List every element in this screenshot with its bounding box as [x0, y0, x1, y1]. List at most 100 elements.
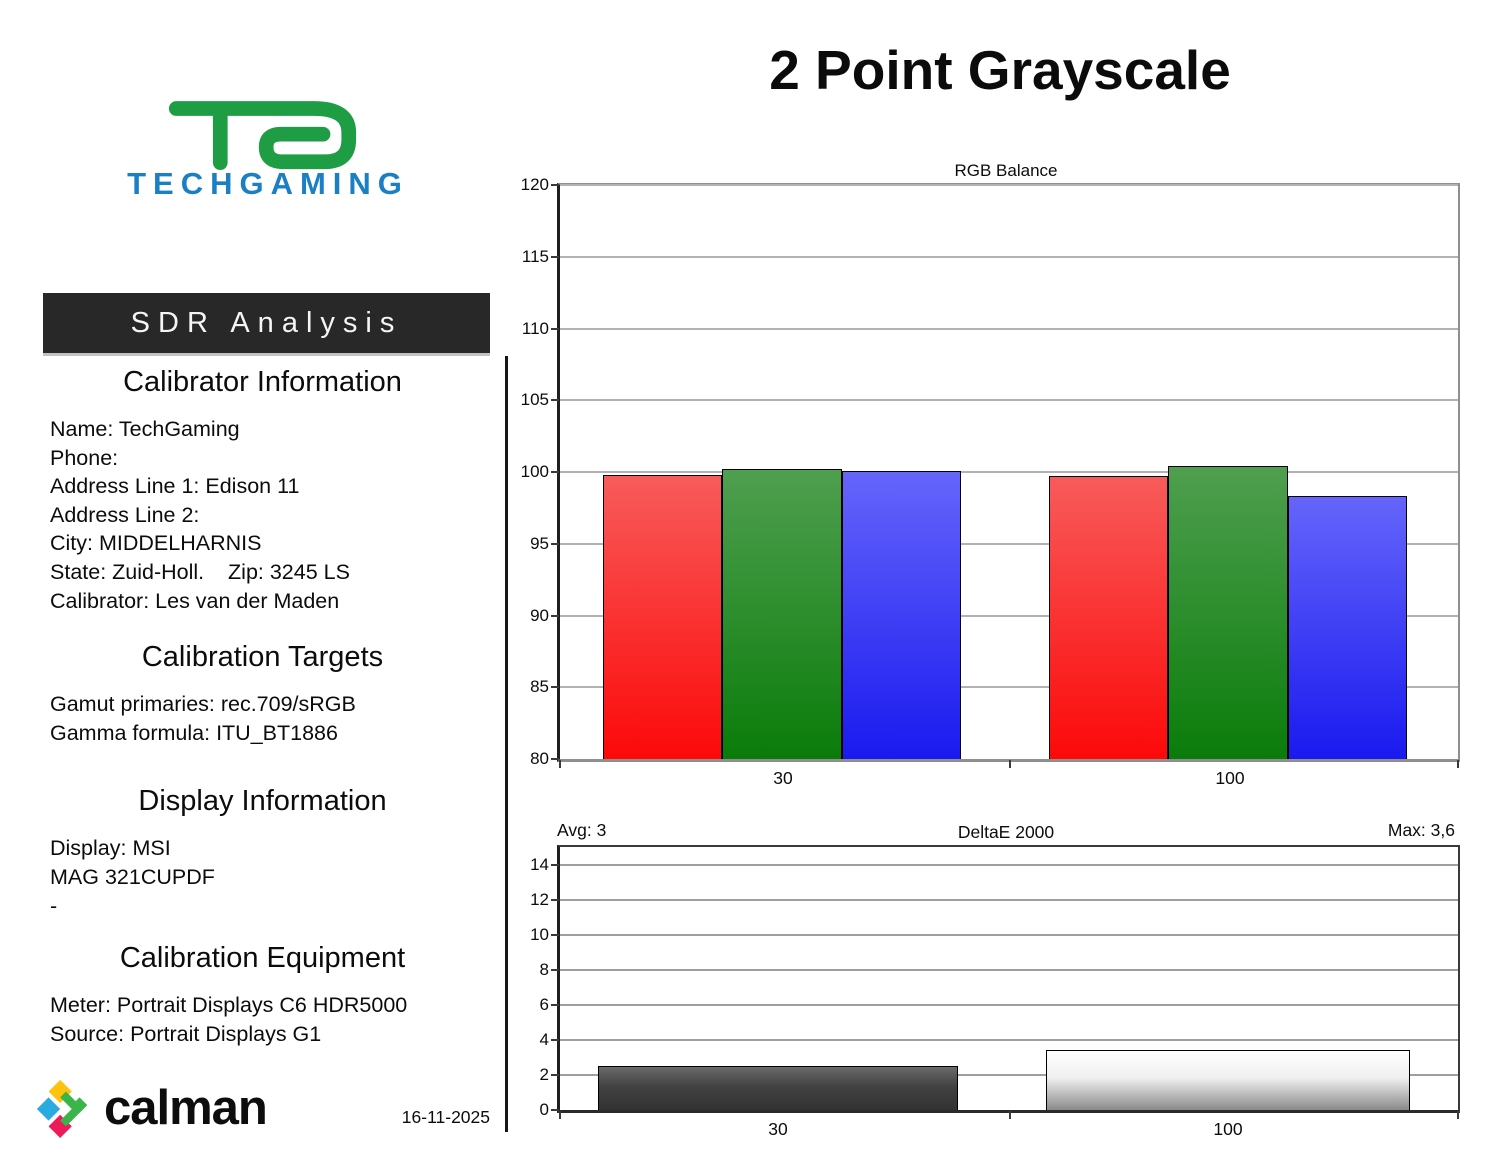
- techgaming-logo-icon: [168, 101, 357, 170]
- x-axis-category-label: 100: [1215, 768, 1245, 788]
- blue-bar-100: [1287, 496, 1407, 759]
- green-bar-30: [722, 469, 842, 759]
- info-line: Source: Portrait Displays G1: [50, 1021, 322, 1046]
- x-axis-tick: [559, 760, 561, 768]
- x-axis-tick: [1457, 760, 1459, 768]
- y-axis-tick-label: 90: [530, 605, 549, 625]
- info-line: State: Zuid-Holl. Zip: 3245 LS: [50, 559, 350, 584]
- y-axis-tick-label: 110: [521, 318, 549, 338]
- section-calibrator-information: Calibrator Information Name: TechGaming P…: [50, 366, 475, 615]
- y-axis-tick-label: 8: [539, 959, 549, 979]
- gridline: [560, 1073, 1458, 1076]
- info-line: Gamma formula: ITU_BT1886: [50, 720, 338, 745]
- y-axis-tick-label: 10: [530, 924, 549, 944]
- gridline: [560, 1038, 1458, 1041]
- y-axis-tick: [551, 1073, 559, 1076]
- section-calibration-targets: Calibration Targets Gamut primaries: rec…: [50, 641, 475, 747]
- section-lines: Name: TechGaming Phone: Address Line 1: Ed…: [50, 415, 475, 615]
- section-heading: Calibrator Information: [123, 366, 402, 398]
- y-axis-tick: [551, 471, 559, 473]
- gridline: [560, 968, 1458, 971]
- y-axis-tick: [551, 327, 559, 330]
- y-axis-tick-label: 105: [520, 390, 549, 410]
- gridline: [560, 863, 1458, 866]
- info-line: Display: MSI: [50, 836, 171, 861]
- y-axis-tick: [551, 758, 559, 760]
- info-line: Calibrator: Les van der Maden: [50, 588, 340, 613]
- y-axis-tick-label: 80: [530, 749, 549, 768]
- info-sections: Calibrator Information Name: TechGaming P…: [50, 366, 475, 1048]
- rgb-balance-chart-title: RGB Balance: [954, 161, 1058, 180]
- gridline: [560, 542, 1458, 545]
- sdr-analysis-label: SDR Analysis: [130, 306, 403, 339]
- page-title: 2 Point Grayscale: [769, 39, 1231, 101]
- blue-bar-30: [841, 471, 961, 759]
- x-axis-tick: [1008, 1111, 1011, 1119]
- info-line: Name: TechGaming: [50, 417, 240, 441]
- x-axis-category-label: 30: [768, 1119, 788, 1139]
- y-axis-tick: [551, 184, 559, 186]
- info-line: Gamut primaries: rec.709/sRGB: [50, 692, 356, 717]
- y-axis-tick: [551, 1109, 559, 1111]
- y-axis-tick-label: 14: [530, 854, 549, 874]
- gridline: [560, 686, 1458, 689]
- section-lines: Display: MSI MAG 321CUPDF -: [50, 834, 475, 920]
- y-axis-tick: [551, 898, 559, 901]
- y-axis-tick-label: 100: [520, 462, 549, 481]
- section-calibration-equipment: Calibration Equipment Meter: Portrait Di…: [50, 942, 475, 1048]
- info-line: -: [50, 893, 58, 918]
- red-bar-30: [603, 474, 723, 759]
- gridline: [560, 898, 1458, 901]
- deltae-max-label: Max: 3,6: [1387, 820, 1455, 840]
- sdr-analysis-banner: SDR Analysis: [43, 293, 490, 353]
- x-axis-tick: [1457, 1111, 1459, 1119]
- gridline: [560, 933, 1458, 936]
- info-line: City: MIDDELHARNIS: [50, 531, 262, 556]
- y-axis-tick: [551, 614, 559, 617]
- x-axis-tick: [559, 1111, 561, 1119]
- deltae-avg-label: Avg: 3: [557, 820, 607, 840]
- white-bar-100: [1046, 1049, 1410, 1110]
- section-heading: Calibration Targets: [141, 641, 384, 674]
- y-axis-tick-label: 120: [520, 175, 549, 194]
- y-axis-tick-label: 2: [539, 1064, 549, 1084]
- gridline: [560, 1003, 1458, 1006]
- info-line: Meter: Portrait Displays C6 HDR5000: [50, 993, 408, 1018]
- section-display-information: Display Information Display: MSI MAG 321C…: [50, 785, 475, 920]
- section-heading: Calibration Equipment: [119, 942, 406, 975]
- rgb-balance-chart: 80 85 90 95 100 105 110 115 120 30 100: [521, 175, 1460, 788]
- techgaming-wordmark: TECHGAMING: [127, 166, 409, 201]
- section-lines: Gamut primaries: rec.709/sRGB Gamma formu…: [50, 690, 475, 747]
- y-axis-tick-label: 6: [539, 994, 549, 1014]
- info-line: Address Line 2:: [50, 502, 200, 527]
- x-axis-tick: [1008, 760, 1011, 768]
- y-axis-tick-label: 4: [539, 1029, 549, 1049]
- y-axis-tick: [551, 686, 559, 689]
- y-axis-tick: [551, 863, 559, 866]
- y-axis-tick-label: 0: [539, 1100, 549, 1119]
- section-heading: Display Information: [138, 785, 387, 818]
- gridline: [560, 327, 1458, 330]
- deltae-2000-chart: 0 2 4 6 8 10 12 14 30 100: [530, 845, 1460, 1139]
- gridline: [560, 255, 1458, 258]
- y-axis-tick: [551, 399, 559, 402]
- calman-logo: calman: [34, 1076, 268, 1140]
- info-line: Phone:: [50, 445, 119, 470]
- y-axis-tick-label: 12: [530, 889, 549, 909]
- dark-gray-bar-30: [598, 1066, 958, 1110]
- calman-logo-icon: [36, 1079, 88, 1139]
- deltae-chart-title: DeltaE 2000: [957, 822, 1055, 842]
- gridline: [560, 184, 1458, 186]
- y-axis-tick: [551, 542, 559, 545]
- section-lines: Meter: Portrait Displays C6 HDR5000 Sourc…: [50, 991, 475, 1048]
- info-line: Address Line 1: Edison 11: [50, 474, 300, 499]
- y-axis-tick: [551, 1003, 559, 1006]
- gridline: [560, 471, 1458, 473]
- calman-wordmark: calman: [104, 1081, 268, 1135]
- info-line: MAG 321CUPDF: [50, 864, 215, 889]
- y-axis-tick: [551, 255, 559, 258]
- vertical-divider: [505, 356, 508, 1132]
- y-axis-tick-label: 115: [521, 246, 549, 266]
- y-axis-tick-label: 95: [530, 533, 549, 553]
